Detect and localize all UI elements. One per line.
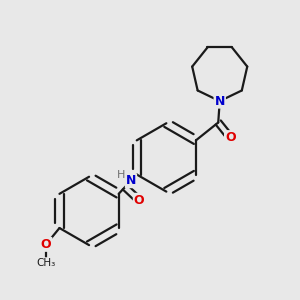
Text: O: O	[225, 131, 236, 144]
Text: N: N	[214, 94, 225, 108]
Text: H: H	[117, 170, 126, 180]
Text: O: O	[41, 238, 51, 251]
Text: CH₃: CH₃	[37, 258, 56, 268]
Text: N: N	[126, 174, 136, 187]
Text: O: O	[134, 194, 144, 207]
